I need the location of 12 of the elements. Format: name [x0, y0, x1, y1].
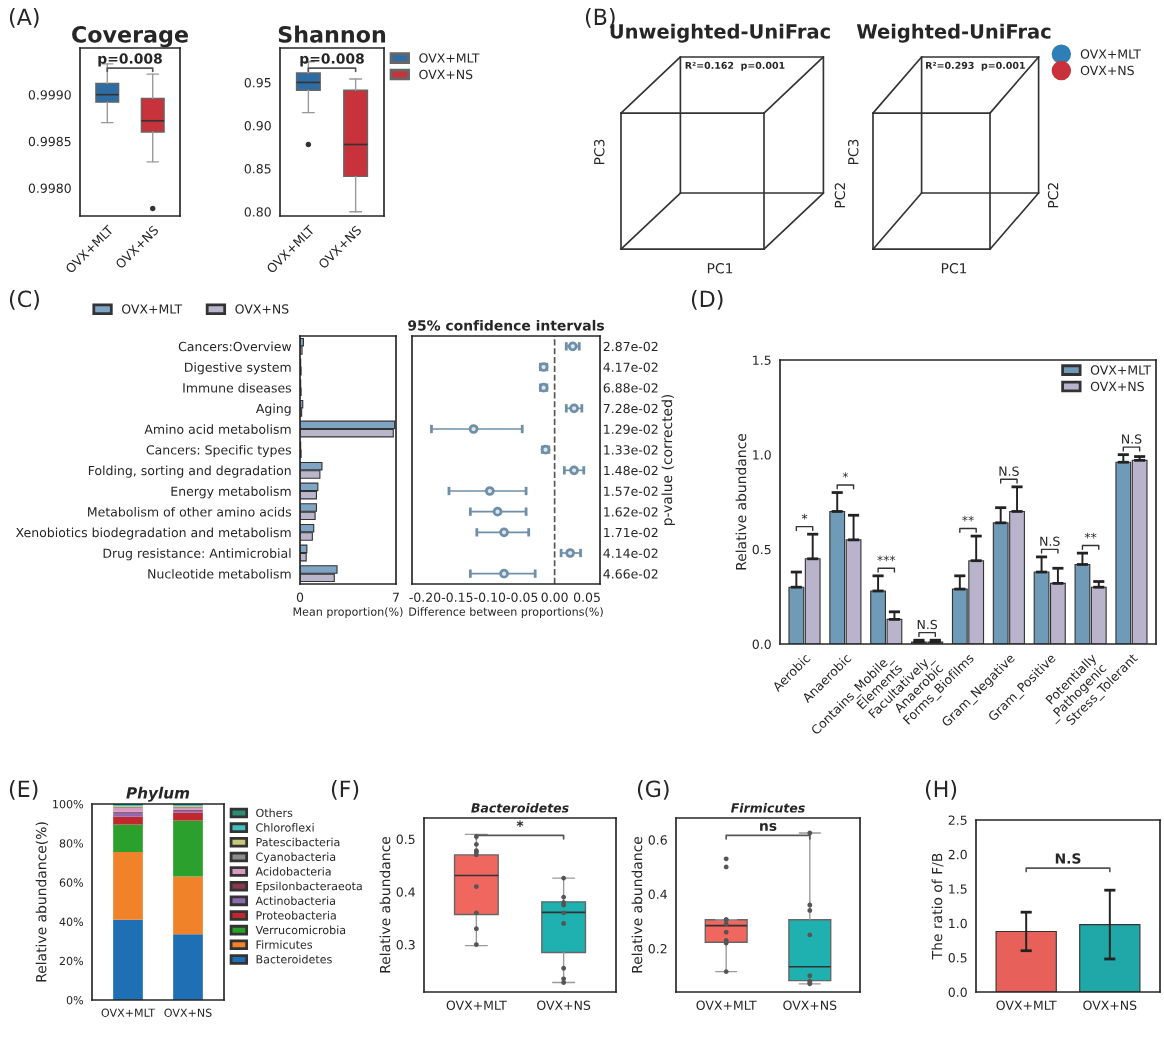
text: Weighted-UniFrac	[856, 23, 1051, 43]
text: (H)	[925, 780, 957, 800]
text: (E)	[9, 780, 38, 800]
text: (A)	[9, 8, 39, 28]
text: (F)	[331, 780, 359, 800]
text: (C)	[9, 290, 39, 310]
text: (G)	[637, 780, 669, 800]
text: (B)	[585, 8, 615, 28]
text: Unweighted-UniFrac	[610, 23, 830, 43]
text: (D)	[691, 290, 723, 310]
chart-title: Coverage	[72, 25, 188, 48]
chart-title: Shannon	[278, 25, 386, 43]
